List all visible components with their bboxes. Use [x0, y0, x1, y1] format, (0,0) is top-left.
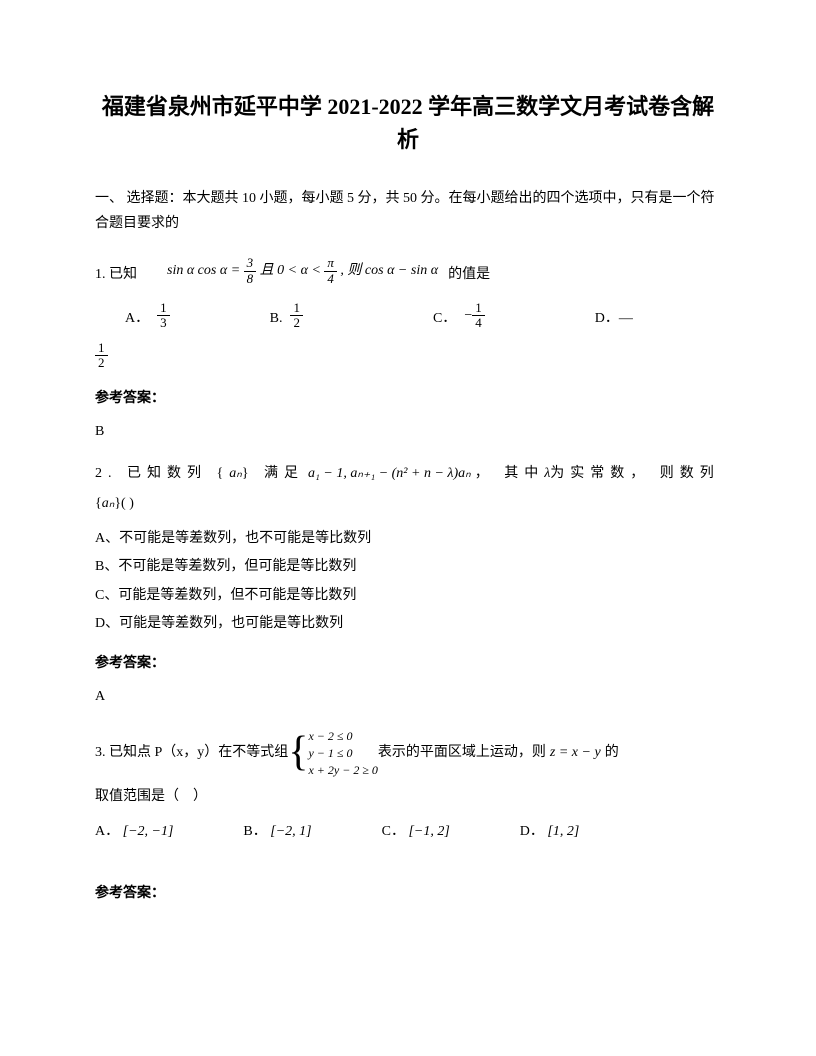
q2-option-c: C、可能是等差数列，但不可能是等比数列 — [95, 585, 721, 607]
q1-f1: sin α cos α = — [167, 263, 244, 278]
q3-optB-label: B． — [243, 824, 266, 839]
q1-optD-num: 1 — [95, 341, 108, 356]
q3-brace-content: x − 2 ≤ 0 y − 1 ≤ 0 x + 2y − 2 ≥ 0 — [308, 728, 377, 778]
q1-frac1-den: 8 — [244, 272, 257, 286]
q1-optB-num: 1 — [290, 301, 303, 316]
question-2: 2. 已知数列 { aₙ } 满足 a₁ − 1, aₙ₊₁ − (n² + n… — [95, 463, 721, 708]
minus-icon: − — [464, 305, 472, 327]
q1-formula: sin α cos α = 3 8 且 0 < α < π 4 , 则 cos … — [167, 256, 438, 286]
q1-options: A． 1 3 B. 1 2 C． − 1 4 D．— — [95, 301, 721, 331]
q3-optA-val: [−2, −1] — [123, 824, 174, 839]
question-1: 1. 已知 sin α cos α = 3 8 且 0 < α < π 4 , … — [95, 256, 721, 443]
q1-optA-label: A． — [125, 308, 149, 330]
q1-optA-num: 1 — [157, 301, 170, 316]
q3-mid: 表示的平面区域上运动，则 — [378, 742, 546, 764]
q3-option-c: C． [−1, 2] — [382, 821, 450, 843]
q1-option-d-frac-wrap: 1 2 — [95, 341, 721, 371]
q1-optC-frac: 1 4 — [472, 301, 485, 331]
q3-suffix: 的 — [605, 742, 619, 764]
q3-optC-val: [−1, 2] — [408, 824, 449, 839]
q1-optD-frac: 1 2 — [95, 341, 108, 371]
q2-l2-an: aₙ — [102, 493, 115, 515]
q1-optA-den: 3 — [157, 316, 170, 330]
q1-optB-frac: 1 2 — [290, 301, 303, 331]
q1-optD-den: 2 — [95, 356, 108, 370]
q3-ineq2: y − 1 ≤ 0 — [308, 745, 377, 762]
q1-optA-frac: 1 3 — [157, 301, 170, 331]
q1-f3: , 则 cos α − sin α — [340, 263, 438, 278]
q2-l2-prefix: { — [95, 493, 102, 515]
q2-answer: A — [95, 686, 721, 708]
q2-mid3: 为实常数， 则数列 — [550, 463, 720, 485]
q2-answer-label: 参考答案： — [95, 653, 721, 675]
q3-inequality-system: { x − 2 ≤ 0 y − 1 ≤ 0 x + 2y − 2 ≥ 0 — [288, 728, 378, 778]
q3-option-b: B． [−2, 1] — [243, 821, 311, 843]
q3-optA-label: A． — [95, 824, 119, 839]
q1-option-b: B. 1 2 — [270, 301, 303, 331]
q1-optB-den: 2 — [290, 316, 303, 330]
q3-optD-label: D． — [520, 824, 544, 839]
q1-f2: 且 0 < α < — [260, 263, 325, 278]
q3-stem: 3. 已知点 P（x，y）在不等式组 { x − 2 ≤ 0 y − 1 ≤ 0… — [95, 728, 721, 778]
q1-optC-label: C． — [433, 308, 456, 330]
q3-option-a: A． [−2, −1] — [95, 821, 173, 843]
q3-optB-val: [−2, 1] — [270, 824, 311, 839]
q1-frac2-den: 4 — [324, 272, 337, 286]
q1-optC-neg: − 1 4 — [464, 301, 484, 331]
q1-frac1: 3 8 — [244, 256, 257, 286]
q1-option-c: C． − 1 4 — [433, 301, 485, 331]
q1-optC-num: 1 — [472, 301, 485, 316]
q3-prefix: 3. 已知点 P（x，y）在不等式组 — [95, 742, 288, 764]
q3-optD-val: [1, 2] — [547, 824, 579, 839]
q1-optC-den: 4 — [472, 316, 485, 330]
q3-line2: 取值范围是（ ） — [95, 786, 721, 808]
left-brace-icon: { — [288, 734, 308, 772]
q1-frac1-num: 3 — [244, 256, 257, 271]
q3-options: A． [−2, −1] B． [−2, 1] C． [−1, 2] D． [1,… — [95, 821, 721, 843]
q1-optD-label: D．— — [595, 308, 633, 330]
q2-mid2: ， 其中 — [475, 463, 545, 485]
q1-answer: B — [95, 421, 721, 443]
q1-answer-label: 参考答案： — [95, 388, 721, 410]
question-3: 3. 已知点 P（x，y）在不等式组 { x − 2 ≤ 0 y − 1 ≤ 0… — [95, 728, 721, 906]
q2-stem: 2. 已知数列 { aₙ } 满足 a₁ − 1, aₙ₊₁ − (n² + n… — [95, 463, 721, 485]
q1-optB-label: B. — [270, 308, 283, 330]
section-header: 一、 选择题：本大题共 10 小题，每小题 5 分，共 50 分。在每小题给出的… — [95, 186, 721, 236]
q2-l2-suffix: }( ) — [114, 493, 134, 515]
q1-prefix: 1. 已知 — [95, 264, 137, 286]
q3-ineq1: x − 2 ≤ 0 — [308, 728, 377, 745]
q1-stem: 1. 已知 sin α cos α = 3 8 且 0 < α < π 4 , … — [95, 256, 721, 286]
q2-an: aₙ — [229, 463, 242, 485]
q2-option-b: B、不可能是等差数列，但可能是等比数列 — [95, 556, 721, 578]
q1-option-a: A． 1 3 — [125, 301, 170, 331]
q2-formula: a₁ − 1, aₙ₊₁ − (n² + n − λ)aₙ — [308, 463, 471, 485]
q2-option-a: A、不可能是等差数列，也不可能是等比数列 — [95, 528, 721, 550]
q2-prefix: 2. 已知数列 { — [95, 463, 229, 485]
page-title: 福建省泉州市延平中学 2021-2022 学年高三数学文月考试卷含解析 — [95, 90, 721, 156]
q1-suffix: 的值是 — [448, 264, 490, 286]
q2-option-d: D、可能是等差数列，也可能是等比数列 — [95, 613, 721, 635]
q2-mid1: } 满足 — [242, 463, 304, 485]
q3-option-d: D． [1, 2] — [520, 821, 580, 843]
q3-answer-label: 参考答案： — [95, 883, 721, 905]
q1-frac2: π 4 — [324, 256, 337, 286]
q3-z: z = x − y — [550, 742, 601, 764]
q2-line2: { aₙ }( ) — [95, 493, 721, 515]
q3-ineq3: x + 2y − 2 ≥ 0 — [308, 762, 377, 779]
q1-option-d: D．— — [595, 308, 641, 330]
q3-optC-label: C． — [382, 824, 405, 839]
q1-frac2-num: π — [324, 256, 337, 271]
